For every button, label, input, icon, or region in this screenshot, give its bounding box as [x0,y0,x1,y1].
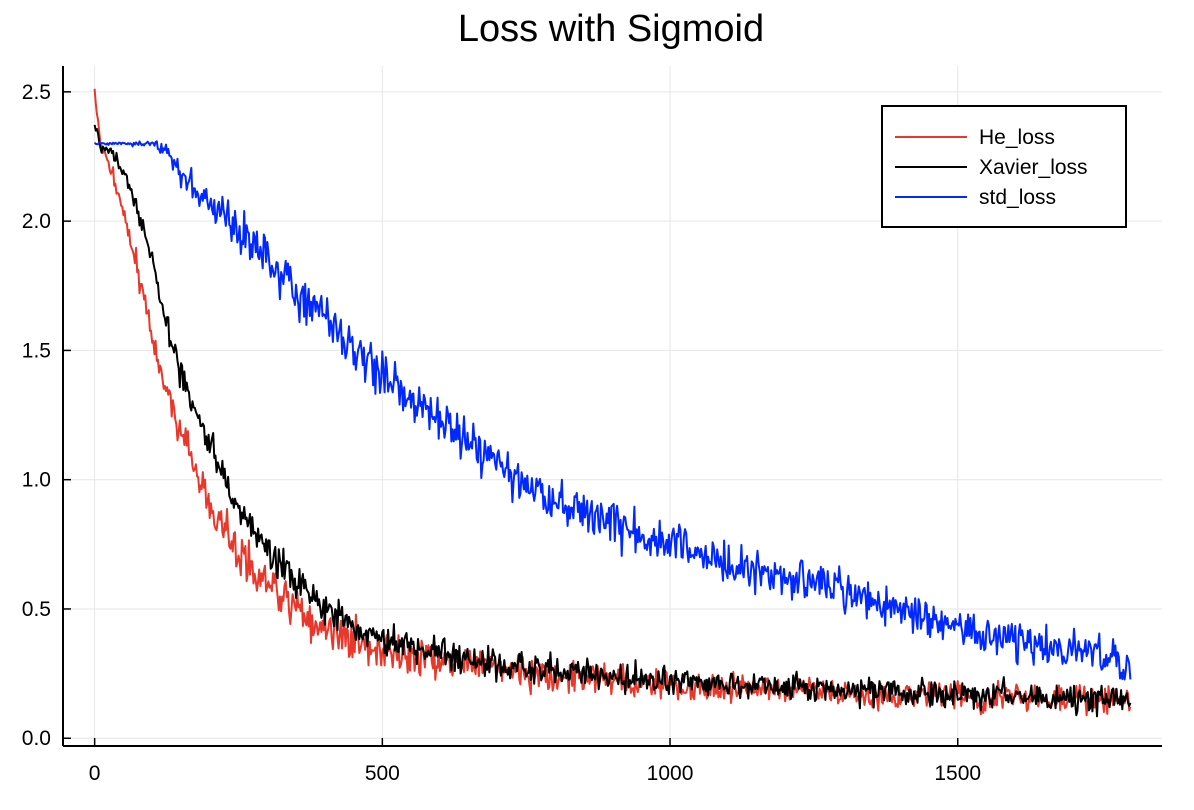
legend-label: Xavier_loss [979,156,1088,179]
x-tick-label: 1000 [647,762,694,785]
x-tick-label: 1500 [934,762,981,785]
legend-label: std_loss [979,186,1056,209]
series-lines [93,88,1132,718]
grid-lines [63,66,1162,746]
chart-title: Loss with Sigmoid [458,8,764,50]
series-line-he-loss [93,88,1132,717]
y-tick-label: 1.0 [22,469,51,492]
series-line-xavier-loss [93,124,1132,718]
x-tick-label: 500 [365,762,400,785]
legend: He_loss Xavier_loss std_loss [881,105,1127,228]
y-tick-label: 0.0 [22,727,51,750]
y-tick-label: 0.5 [22,598,51,621]
axes: 0 500 1000 1500 0.0 0.5 1.0 1.5 2.0 2.5 [22,66,1162,785]
x-tick-label: 0 [89,762,101,785]
y-tick-label: 2.5 [22,81,51,104]
y-tick-label: 1.5 [22,339,51,362]
y-tick-label: 2.0 [22,210,51,233]
legend-label: He_loss [979,126,1055,149]
series-line-std-loss [93,140,1132,681]
